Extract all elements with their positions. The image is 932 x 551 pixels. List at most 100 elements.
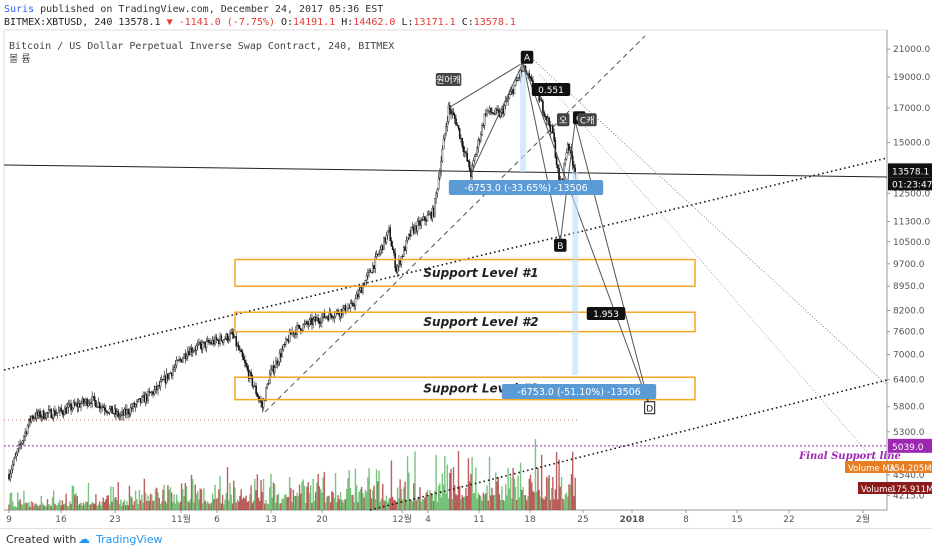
volume-bar [108, 504, 111, 510]
candle [328, 311, 331, 321]
volume-bar [286, 497, 288, 510]
author-link[interactable]: Suris [4, 4, 35, 15]
volume-bar [251, 503, 254, 510]
candle [472, 160, 475, 166]
created-with-text: Created with [6, 533, 77, 546]
candle [97, 402, 100, 408]
volume-bar [115, 497, 117, 510]
measure-zone [520, 72, 527, 172]
candle [543, 112, 545, 117]
volume-bar [193, 502, 195, 510]
candle [480, 134, 482, 142]
volume-bar [97, 504, 100, 510]
volume-bar [419, 487, 421, 510]
volume-bar [352, 494, 354, 510]
volume-bar [406, 456, 409, 510]
volume-bar [241, 499, 244, 510]
volume-bar [312, 479, 314, 510]
candle [165, 373, 168, 384]
volume-bar [508, 488, 511, 510]
candle [203, 341, 205, 343]
volume-bar [84, 504, 86, 510]
volume-bar [308, 492, 311, 510]
volume-bar [233, 480, 235, 510]
volume-bar [292, 489, 295, 510]
volume-bar [271, 497, 273, 510]
volume-bar [215, 498, 218, 510]
volume-bar [451, 499, 453, 510]
time-axis-tick: 25 [577, 515, 588, 525]
volume-bar [163, 484, 165, 510]
volume-bar [14, 506, 16, 510]
volume-bar [92, 503, 95, 510]
candle [116, 411, 118, 415]
volume-bar [436, 501, 439, 510]
volume-bar [432, 500, 435, 510]
volume-bar [159, 503, 162, 510]
candle [35, 411, 38, 419]
volume-bars [8, 439, 576, 510]
candle [458, 128, 461, 139]
candle [539, 99, 542, 102]
candle [283, 344, 286, 346]
candle [376, 253, 379, 255]
candle [311, 317, 313, 325]
volume-bar [44, 505, 46, 510]
volume-bar [424, 497, 426, 510]
candle [41, 410, 44, 417]
volume-bar [303, 485, 306, 510]
time-axis-tick: 20 [316, 515, 328, 525]
candle [391, 245, 394, 251]
candle [199, 341, 202, 345]
candle [446, 121, 449, 127]
candle [175, 360, 178, 366]
candle [213, 339, 215, 345]
candle [298, 325, 301, 329]
volume-bar [188, 502, 190, 510]
volume-bar [236, 499, 239, 510]
volume-bar [498, 494, 501, 510]
candle [157, 385, 159, 391]
candle [196, 343, 199, 347]
volume-bar [459, 485, 461, 510]
volume-bar [81, 505, 83, 510]
volume-bar [210, 502, 213, 510]
candle [318, 320, 321, 324]
candle [240, 349, 242, 352]
candle [368, 270, 370, 273]
volume-bar [220, 503, 223, 510]
volume-bar [492, 495, 494, 510]
candle [411, 226, 414, 228]
candle [132, 403, 134, 409]
candle [237, 344, 240, 350]
candle [232, 333, 235, 338]
volume-bar [466, 495, 468, 510]
candle [478, 139, 481, 142]
candle [180, 359, 183, 363]
volume-bar [106, 495, 108, 510]
ratio-label-ab-bg [531, 83, 571, 96]
price-axis: 21000.0 19000.0 17000.0 15000.0 13578.1 12500… [845, 45, 932, 501]
volume-bar [226, 467, 229, 510]
candle [55, 413, 57, 416]
candle [343, 305, 346, 309]
candle [134, 404, 137, 407]
candle [288, 331, 291, 343]
tradingview-brand[interactable]: TradingView [96, 533, 163, 546]
volume-bar [138, 490, 141, 510]
last-price: 13578.1 [118, 17, 161, 28]
price-axis-tick: 7600.0 [893, 328, 925, 338]
candle [399, 259, 401, 265]
candle [468, 161, 471, 171]
time-axis-tick: 11월 [171, 513, 191, 525]
candle [447, 105, 450, 122]
volume-bar [282, 498, 285, 510]
volume-bar [179, 501, 182, 510]
volume-bar [501, 486, 503, 510]
volume-bar [317, 473, 319, 510]
volume-bar [250, 485, 252, 510]
candle [405, 239, 408, 251]
candle [442, 138, 445, 150]
